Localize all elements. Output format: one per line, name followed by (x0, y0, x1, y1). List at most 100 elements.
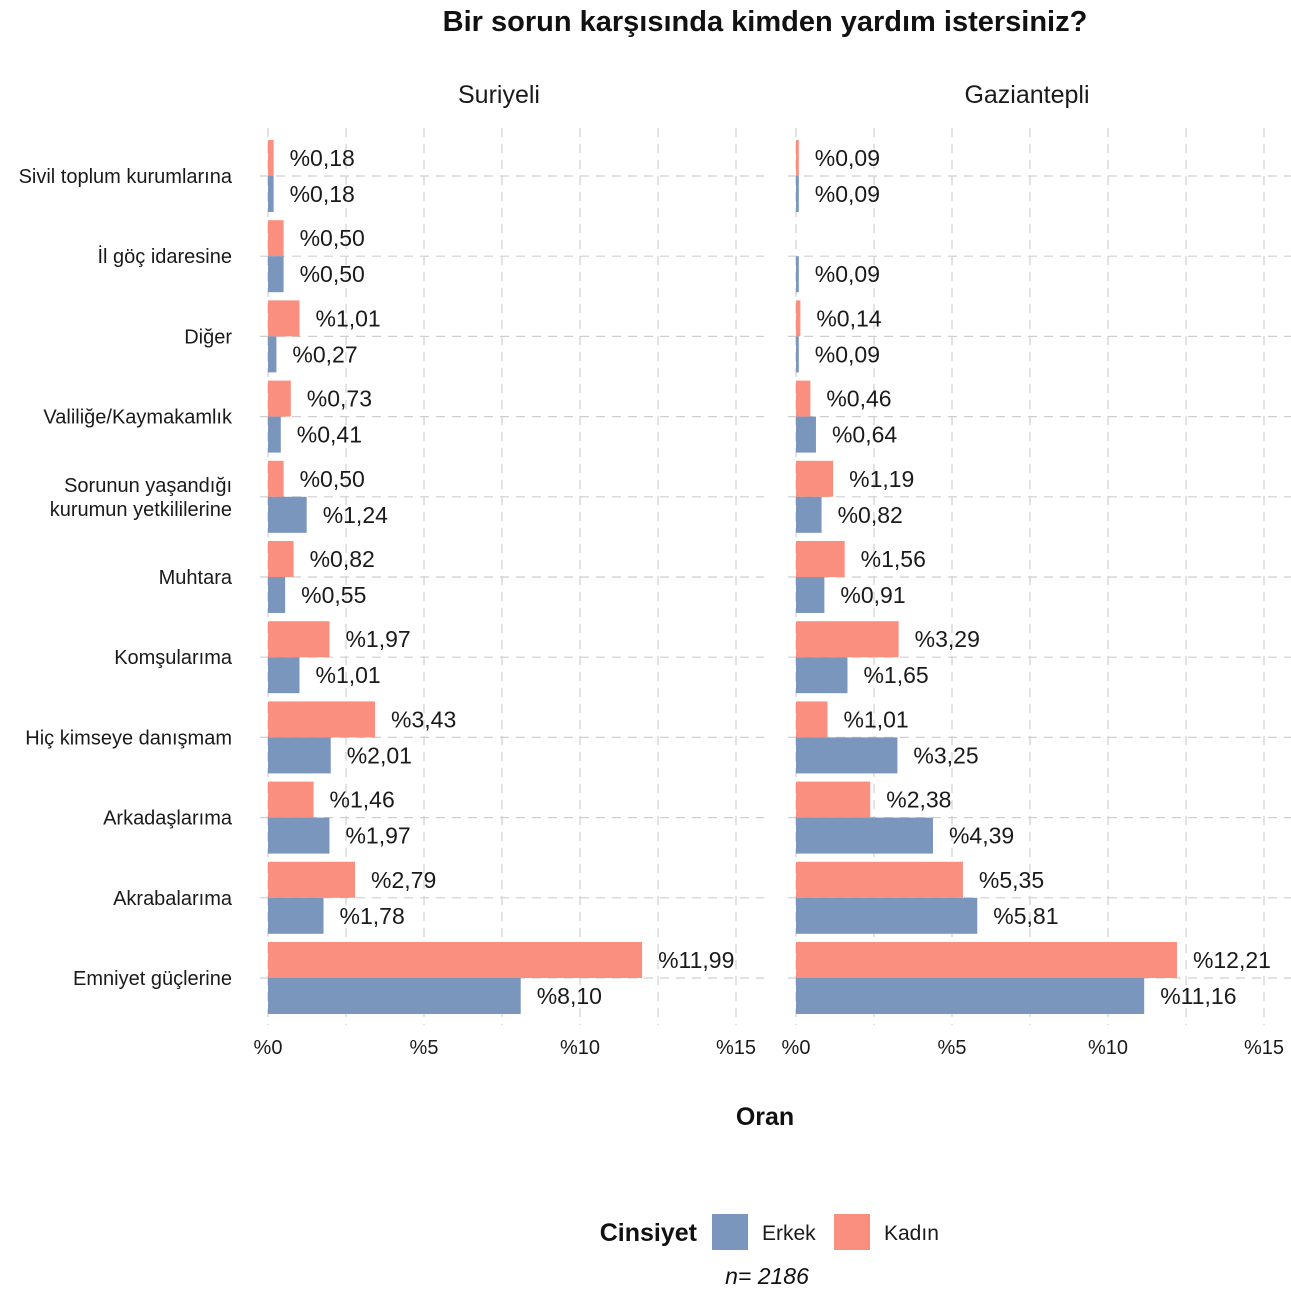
x-tick-label: %0 (782, 1037, 811, 1059)
bar-kadin (268, 861, 356, 898)
data-label: %3,43 (391, 706, 456, 732)
y-category-label: Akrabalarıma (113, 888, 233, 910)
data-label: %1,01 (844, 706, 909, 732)
y-category-label: Arkadaşlarıma (103, 808, 233, 830)
data-label: %0,09 (815, 261, 880, 287)
legend-swatch-erkek (712, 1214, 748, 1250)
bar-kadin (268, 701, 376, 738)
bar-erkek (268, 577, 286, 613)
panel-title: Gaziantepli (964, 81, 1089, 109)
x-tick-label: %15 (716, 1037, 756, 1059)
bar-erkek (268, 657, 300, 694)
caption: n= 2186 (725, 1263, 809, 1289)
bar-erkek (268, 978, 521, 1014)
bar-kadin (268, 220, 284, 257)
x-tick-label: %5 (410, 1037, 439, 1059)
bar-kadin (796, 541, 845, 577)
x-tick-label: %5 (938, 1037, 967, 1059)
y-category-label: kurumun yetkililerine (50, 499, 232, 521)
bar-kadin (796, 701, 828, 738)
x-tick-label: %15 (1244, 1037, 1284, 1059)
data-label: %2,01 (347, 742, 412, 768)
data-label: %0,18 (290, 145, 355, 171)
bar-kadin (796, 380, 811, 417)
bar-kadin (796, 300, 801, 337)
bar-erkek (268, 176, 274, 212)
bar-kadin (268, 942, 643, 978)
bar-erkek (796, 817, 933, 854)
bar-erkek (796, 336, 799, 373)
bar-kadin (268, 300, 300, 337)
x-tick-label: %10 (1088, 1037, 1128, 1059)
data-label: %1,19 (849, 466, 914, 492)
data-label: %0,91 (840, 582, 905, 608)
bar-kadin (796, 140, 799, 176)
data-label: %0,18 (290, 181, 355, 207)
x-axis-title: Oran (736, 1103, 794, 1131)
data-label: %0,46 (826, 386, 891, 412)
data-label: %1,78 (340, 903, 405, 929)
bar-erkek (268, 897, 324, 934)
bar-erkek (268, 737, 331, 774)
data-label: %3,29 (915, 626, 980, 652)
data-label: %0,09 (815, 145, 880, 171)
bar-kadin (268, 781, 314, 818)
bar-erkek (796, 657, 848, 694)
x-tick-label: %10 (560, 1037, 600, 1059)
bar-erkek (268, 817, 330, 854)
data-label: %1,97 (345, 823, 410, 849)
data-label: %0,09 (815, 181, 880, 207)
y-category-label: Hiç kimseye danışmam (25, 727, 232, 749)
bar-kadin (796, 460, 834, 497)
bar-kadin (796, 781, 871, 818)
y-category-label: Sivil toplum kurumlarına (19, 166, 233, 188)
data-label: %0,50 (300, 225, 365, 251)
data-label: %0,50 (300, 466, 365, 492)
data-label: %0,64 (832, 422, 897, 448)
y-category-label: Sorunun yaşandığı (64, 475, 232, 497)
bar-kadin (268, 541, 294, 577)
data-label: %1,24 (323, 502, 388, 528)
y-category-label: Emniyet güçlerine (73, 968, 232, 990)
bar-erkek (796, 897, 978, 934)
data-label: %1,01 (316, 305, 381, 331)
legend-title: Cinsiyet (600, 1219, 698, 1247)
bar-erkek (268, 336, 277, 373)
y-category-label: Muhtara (159, 567, 233, 589)
data-label: %0,27 (292, 341, 357, 367)
y-category-label: Diğer (184, 326, 232, 348)
data-label: %1,56 (861, 546, 926, 572)
y-category-label: Komşularıma (114, 647, 233, 669)
bar-kadin (796, 942, 1177, 978)
bar-erkek (796, 416, 816, 453)
data-label: %2,79 (371, 867, 436, 893)
legend-swatch-kadin (834, 1214, 870, 1250)
data-label: %1,97 (345, 626, 410, 652)
data-label: %0,82 (310, 546, 375, 572)
bar-erkek (796, 256, 799, 293)
data-label: %0,73 (307, 386, 372, 412)
y-category-label: İl göç idaresine (97, 245, 232, 268)
bar-kadin (268, 621, 330, 658)
data-label: %5,81 (993, 903, 1058, 929)
bar-kadin (268, 460, 284, 497)
bar-erkek (796, 496, 822, 533)
bar-kadin (268, 380, 291, 417)
bar-erkek (268, 416, 281, 453)
legend-label-erkek: Erkek (762, 1222, 816, 1245)
data-label: %1,65 (863, 662, 928, 688)
data-label: %12,21 (1193, 947, 1271, 973)
bar-erkek (796, 978, 1145, 1014)
data-label: %5,35 (979, 867, 1044, 893)
bar-kadin (796, 621, 899, 658)
data-label: %2,38 (886, 787, 951, 813)
bar-erkek (796, 737, 898, 774)
data-label: %0,41 (297, 422, 362, 448)
data-label: %1,46 (330, 787, 395, 813)
data-label: %11,16 (1160, 983, 1236, 1009)
data-label: %1,01 (316, 662, 381, 688)
x-tick-label: %0 (254, 1037, 283, 1059)
bar-erkek (796, 176, 799, 212)
